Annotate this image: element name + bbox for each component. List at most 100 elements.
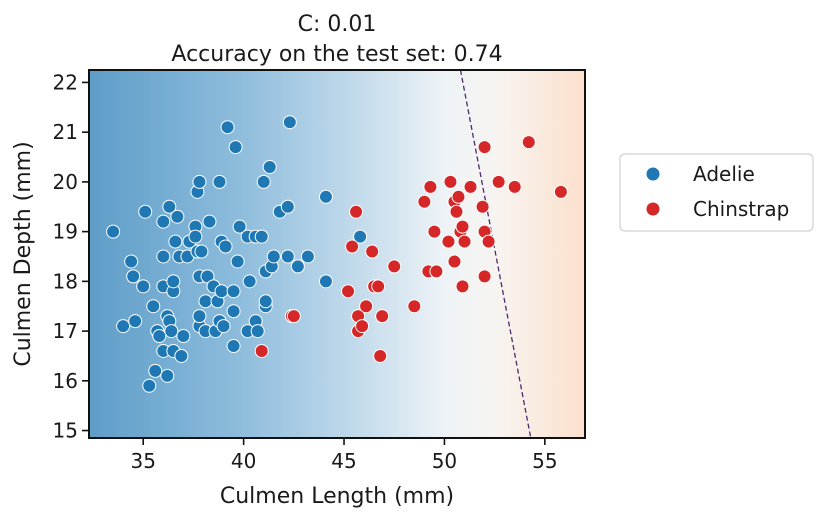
data-point-chinstrap [507,179,522,194]
data-point-adelie [176,329,191,344]
legend: Adelie Chinstrap [619,153,814,232]
data-point-adelie [166,274,181,289]
data-point-adelie [226,339,241,353]
plot-frame [88,69,586,439]
data-point-adelie [124,254,139,269]
data-point-adelie [106,224,121,239]
data-point-chinstrap [475,199,490,214]
data-point-adelie [250,324,265,339]
data-point-chinstrap [447,254,462,269]
data-point-adelie [230,254,245,269]
data-point-chinstrap [417,194,432,209]
data-point-adelie [188,229,203,244]
data-point-adelie [164,324,179,339]
data-point-adelie [160,368,175,383]
data-point-chinstrap [491,174,506,189]
data-point-adelie [126,269,141,284]
data-point-adelie [280,249,295,264]
data-point-adelie [156,214,171,229]
data-point-adelie [146,299,161,314]
data-point-adelie [282,115,297,130]
data-point-chinstrap [254,343,269,358]
data-point-adelie [148,363,163,378]
legend-label-adelie: Adelie [693,162,755,186]
legend-label-chinstrap: Chinstrap [693,197,789,221]
data-point-adelie [152,329,167,344]
data-point-adelie [262,159,277,174]
data-point-adelie [256,174,271,189]
data-point-adelie [300,249,315,264]
data-point-chinstrap [345,239,360,254]
data-point-adelie [198,294,213,309]
data-point-chinstrap [365,244,380,259]
data-point-chinstrap [477,269,492,284]
data-point-adelie [232,219,247,234]
y-tick-label: 16 [53,369,78,393]
y-axis-label: Culmen Depth (mm) [11,141,36,366]
data-point-chinstrap [449,204,464,219]
data-point-chinstrap [407,299,422,314]
data-point-adelie [214,284,229,299]
data-point-chinstrap [286,309,301,324]
chart-title: C: 0.01 [298,12,377,37]
data-point-adelie [138,204,153,219]
data-point-chinstrap [371,279,386,294]
data-point-chinstrap [375,309,390,324]
data-point-chinstrap [359,299,374,314]
data-point-adelie [128,314,143,329]
data-point-chinstrap [481,234,496,249]
data-point-chinstrap [451,189,466,204]
data-point-chinstrap [455,219,470,234]
data-point-adelie [242,274,257,289]
data-point-chinstrap [457,234,472,249]
legend-box [619,153,814,232]
data-point-adelie [156,249,171,264]
data-point-adelie [136,279,151,294]
data-point-adelie [226,304,241,319]
x-tick-label: 45 [331,449,356,473]
legend-marker-adelie [646,167,660,181]
data-point-adelie [194,244,209,259]
y-tick-label: 20 [53,170,78,194]
x-tick-label: 40 [231,449,256,473]
data-point-adelie [192,309,207,324]
data-point-adelie [142,378,157,393]
data-point-chinstrap [553,184,568,199]
data-point-adelie [174,348,189,363]
data-point-chinstrap [455,279,470,294]
x-tick-label: 50 [432,449,457,473]
y-tick-label: 15 [53,419,78,443]
data-point-chinstrap [349,204,364,219]
data-point-adelie [228,140,243,155]
data-point-adelie [318,189,333,204]
data-point-chinstrap [443,174,458,189]
data-point-chinstrap [521,135,536,150]
x-axis-label: Culmen Length (mm) [220,484,454,509]
data-point-adelie [254,229,269,244]
data-point-adelie [353,229,368,244]
data-point-chinstrap [429,264,444,279]
data-point-chinstrap [373,348,388,363]
data-point-adelie [170,209,185,224]
decision-boundary-line [459,70,532,438]
data-point-chinstrap [423,179,438,194]
data-point-adelie [290,259,305,274]
y-tick-label: 17 [53,319,78,343]
data-point-adelie [258,294,273,309]
data-point-adelie [266,249,281,264]
data-point-chinstrap [477,140,492,155]
data-point-adelie [212,174,227,189]
data-point-adelie [220,120,235,135]
y-tick-label: 18 [53,269,78,293]
data-point-chinstrap [463,179,478,194]
data-point-adelie [318,274,333,289]
y-tick-label: 22 [53,70,78,94]
x-tick-label: 35 [130,449,155,473]
data-point-adelie [162,199,177,214]
legend-marker-chinstrap [646,202,660,216]
y-tick-label: 21 [53,120,78,144]
data-point-chinstrap [441,234,456,249]
data-point-chinstrap [387,259,402,274]
data-point-chinstrap [355,319,370,334]
